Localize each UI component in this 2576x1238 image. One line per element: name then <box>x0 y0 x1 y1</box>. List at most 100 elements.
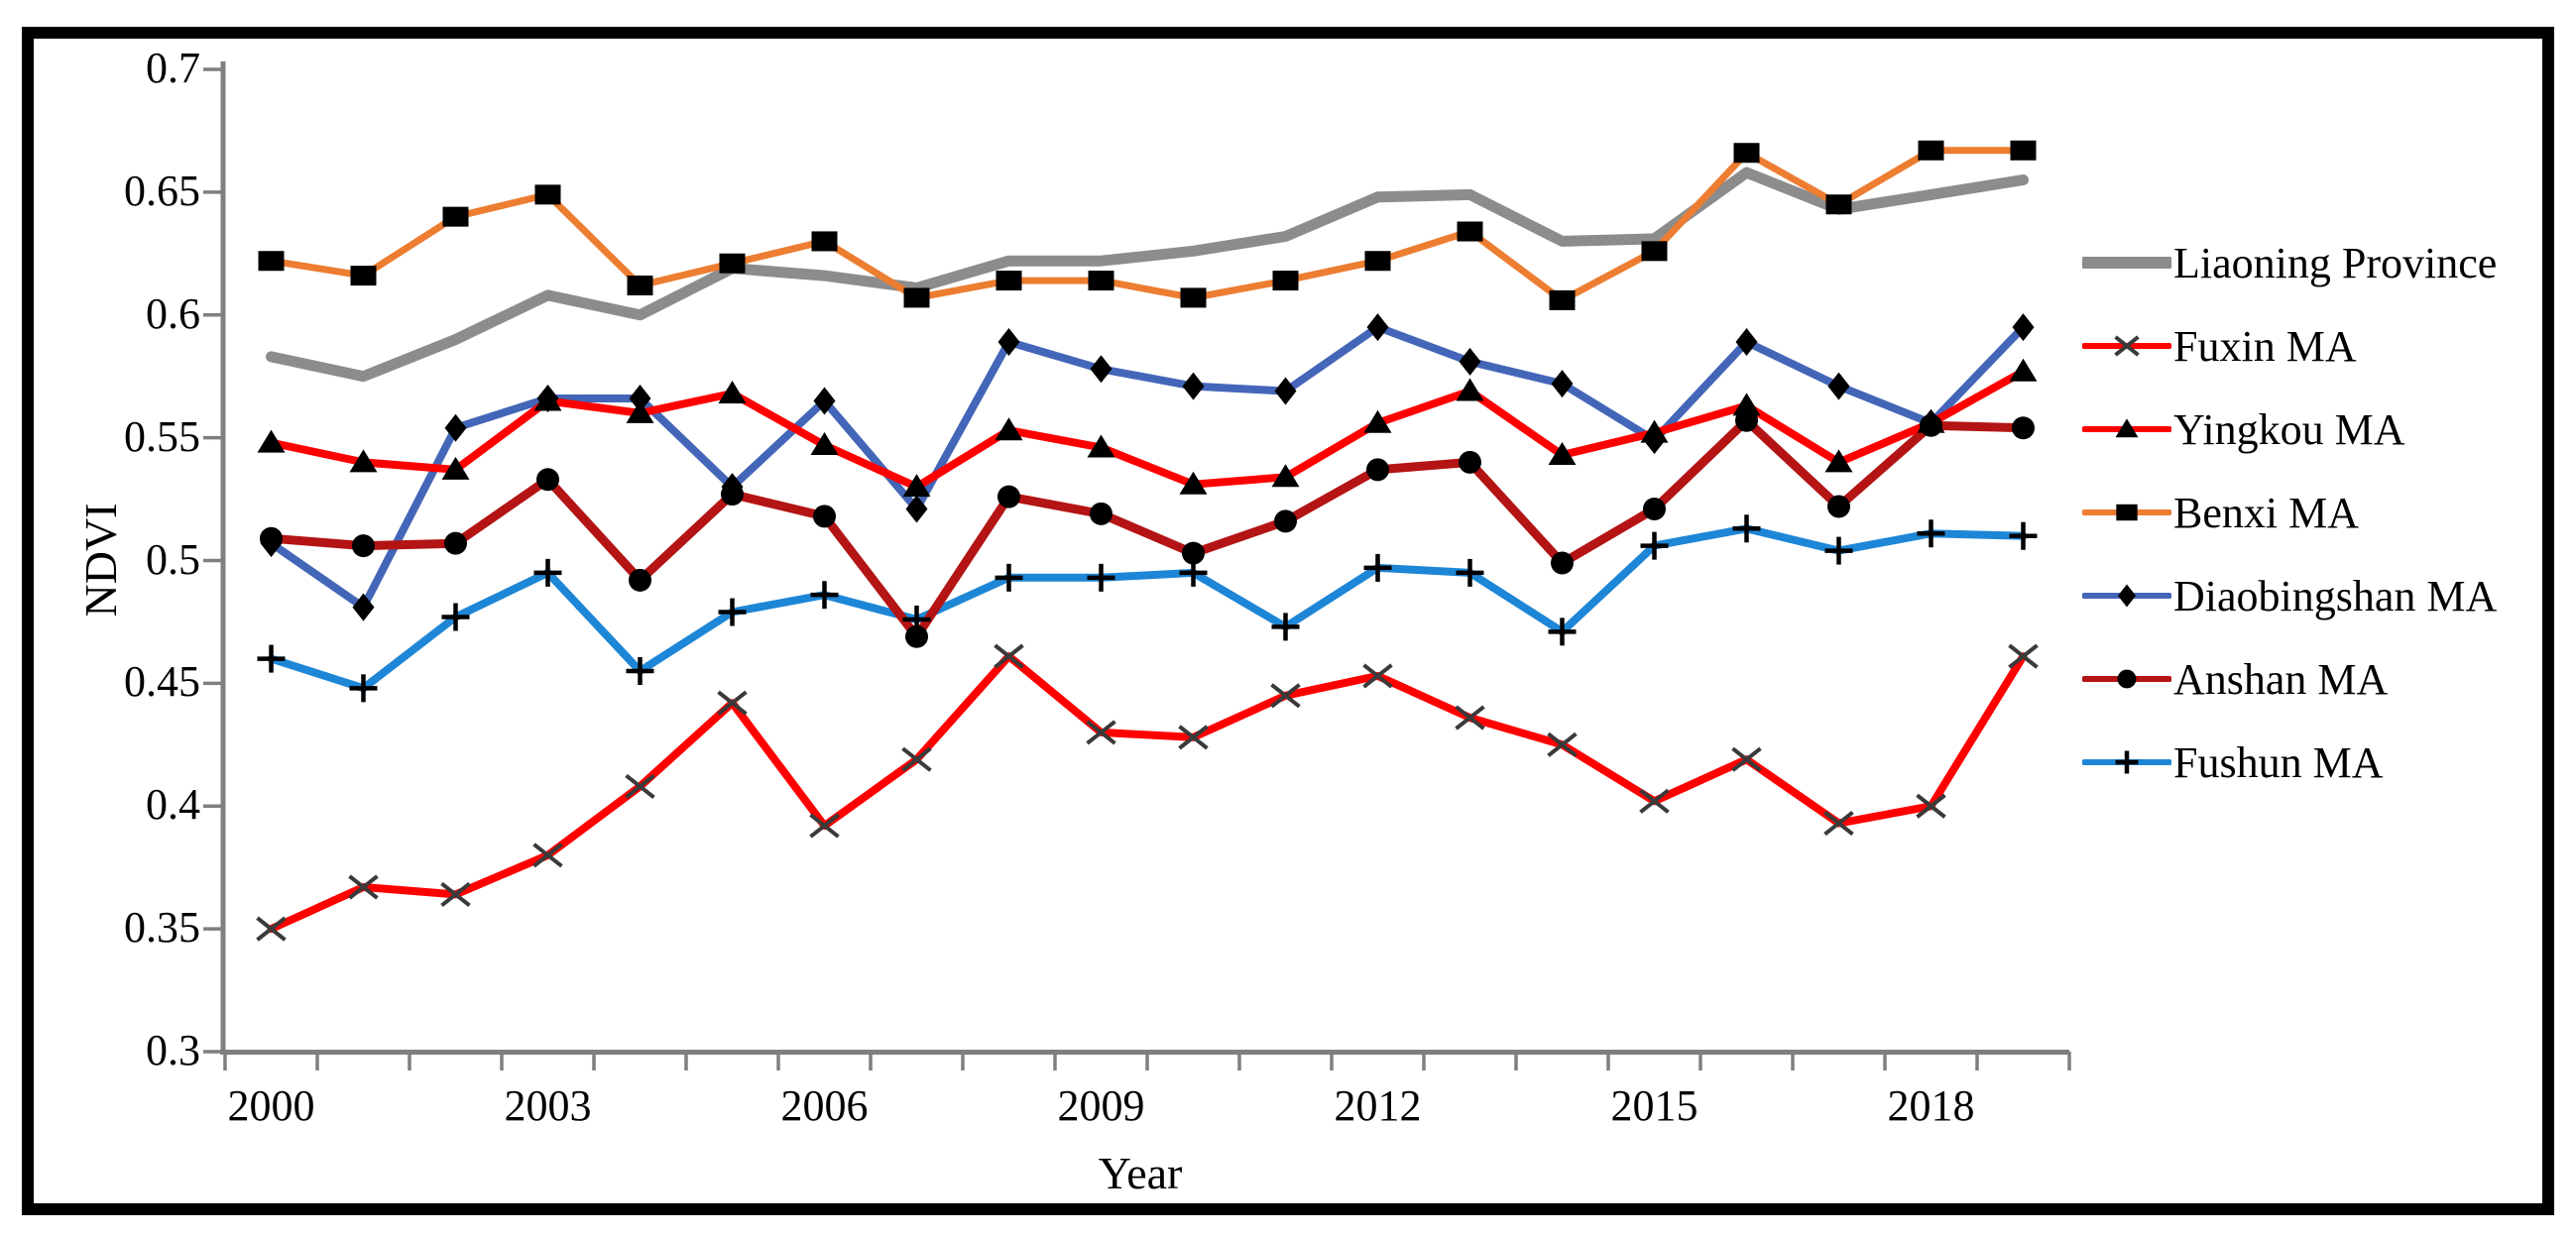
square-marker <box>719 253 746 274</box>
triangle-marker <box>2009 358 2038 382</box>
legend-swatch-yingkou-ma <box>2082 418 2171 438</box>
circle-marker <box>1643 497 1666 520</box>
legend-label: Fuxin MA <box>2173 321 2357 371</box>
circle-marker <box>444 531 467 555</box>
square-marker <box>258 251 285 272</box>
diamond-marker <box>1366 313 1389 342</box>
circle-marker <box>997 485 1020 508</box>
diamond-marker <box>2012 313 2035 342</box>
triangle-marker <box>2115 418 2139 438</box>
circle-marker <box>905 624 928 648</box>
triangle-marker <box>1824 449 1853 473</box>
series-line-liaoning-province <box>266 167 2029 383</box>
x-marker <box>1086 720 1116 745</box>
triangle-marker <box>1732 393 1761 416</box>
x-marker <box>1916 793 1946 819</box>
diamond-marker <box>1182 372 1205 400</box>
triangle-marker <box>995 417 1023 441</box>
circle-marker <box>1827 495 1850 518</box>
x-tick-label: 2003 <box>504 1081 592 1130</box>
triangle-marker <box>257 429 286 453</box>
y-tick-label: 0.3 <box>146 1026 200 1074</box>
triangle-marker <box>349 449 378 473</box>
diamond-marker <box>352 593 375 621</box>
y-tick-label: 0.55 <box>124 411 200 461</box>
diamond-marker <box>997 328 1020 357</box>
x-marker <box>1362 663 1393 689</box>
y-tick-label: 0.5 <box>146 534 200 584</box>
x-marker <box>2114 335 2140 357</box>
legend-item-fushun-ma: Fushun MA <box>2082 737 2497 787</box>
diamond-marker <box>1735 328 1758 357</box>
circle-marker <box>260 526 283 550</box>
legend-label: Fushun MA <box>2173 737 2384 787</box>
circle-marker <box>629 568 651 592</box>
triangle-marker <box>902 474 931 498</box>
triangle-marker <box>441 456 470 480</box>
x-marker <box>256 916 287 942</box>
x-marker <box>809 813 840 839</box>
triangle-marker <box>1363 409 1392 433</box>
triangle-marker <box>1548 441 1577 465</box>
y-tick-label: 0.4 <box>146 780 200 830</box>
triangle-marker <box>1456 378 1484 401</box>
circle-marker <box>813 505 836 528</box>
circle-marker <box>1182 541 1205 565</box>
series-line-anshan-ma <box>267 415 2028 641</box>
y-tick-label: 0.7 <box>146 44 200 92</box>
x-marker <box>1547 732 1578 757</box>
x-marker <box>532 843 563 868</box>
triangle-marker <box>810 432 839 456</box>
circle-marker <box>2117 669 2137 689</box>
series-markers-fuxin-ma <box>256 643 2039 942</box>
triangle-marker <box>1087 434 1115 458</box>
square-marker <box>1918 140 1944 161</box>
x-marker <box>348 874 379 900</box>
legend-swatch-fushun-ma <box>2082 750 2171 774</box>
square-marker <box>811 231 838 252</box>
square-marker <box>1641 241 1668 262</box>
legend-label: Yingkou MA <box>2173 404 2405 454</box>
square-marker <box>903 287 930 308</box>
y-tick-label: 0.35 <box>124 903 200 953</box>
x-tick-label: 2012 <box>1334 1081 1422 1130</box>
square-marker <box>534 184 561 205</box>
x-tick-label: 2000 <box>227 1081 315 1130</box>
circle-marker <box>1735 408 1758 432</box>
x-tick-label: 2009 <box>1057 1081 1145 1130</box>
legend-swatch-benxi-ma <box>2082 504 2171 521</box>
series-markers-benxi-ma <box>258 140 2037 310</box>
diamond-marker <box>536 384 559 412</box>
diamond-marker <box>1551 370 1574 398</box>
square-marker <box>1457 221 1483 242</box>
x-marker <box>625 773 655 800</box>
square-marker <box>442 206 469 227</box>
diamond-marker <box>905 495 928 523</box>
circle-marker <box>2012 416 2035 440</box>
x-marker <box>440 881 471 908</box>
diamond-marker <box>1827 372 1850 400</box>
diamond-marker <box>2117 584 2137 608</box>
series-line-yingkou-ma <box>267 367 2028 492</box>
triangle-marker <box>1179 471 1208 495</box>
square-marker <box>1088 271 1114 291</box>
square-marker <box>1180 287 1207 308</box>
square-marker <box>1272 271 1299 291</box>
square-marker <box>627 276 653 296</box>
circle-marker <box>721 483 744 506</box>
square-marker <box>1364 251 1391 272</box>
legend-item-liaoning-province: Liaoning Province <box>2082 239 2497 287</box>
square-marker <box>350 266 377 286</box>
chart-legend: Liaoning Province Fuxin MA Yingkou MA Benxi… <box>2082 239 2497 822</box>
series-line-fuxin-ma <box>267 652 2028 934</box>
legend-label: Benxi MA <box>2173 488 2359 537</box>
x-marker <box>1270 683 1301 709</box>
diamond-marker <box>1090 355 1112 384</box>
diamond-marker <box>629 384 651 412</box>
legend-label: Diaobingshan MA <box>2173 571 2498 620</box>
circle-marker <box>1274 509 1297 533</box>
y-tick-label: 0.65 <box>124 166 200 215</box>
legend-label: Anshan MA <box>2173 654 2389 704</box>
